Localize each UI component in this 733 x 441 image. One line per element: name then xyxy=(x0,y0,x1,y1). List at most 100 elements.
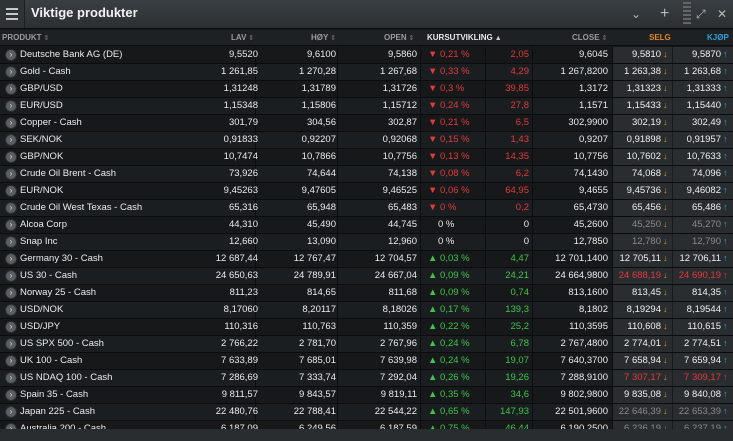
hamburger-menu-icon[interactable] xyxy=(0,0,25,28)
sell-price[interactable]: 2 774,01 xyxy=(624,338,661,349)
sell-price[interactable]: 0,91898 xyxy=(626,134,661,145)
table-row[interactable]: › Alcoa Corp 44,310 45,490 44,745 0 % 0 45,2600… xyxy=(0,217,733,234)
sell-price[interactable]: 7 658,94 xyxy=(624,355,661,366)
sell-price[interactable]: 302,19 xyxy=(631,117,661,128)
sell-price[interactable]: 9,45736 xyxy=(626,185,661,196)
buy-cell[interactable] xyxy=(673,251,733,267)
header-lav[interactable]: LAV ⇕ xyxy=(231,33,255,42)
buy-price[interactable]: 9,5870 xyxy=(691,49,721,60)
sell-price[interactable]: 12,780 xyxy=(631,236,661,247)
buy-price[interactable]: 24 690,19 xyxy=(678,270,721,281)
expand-row-icon[interactable]: › xyxy=(5,389,17,401)
buy-price[interactable]: 9,46082 xyxy=(686,185,721,196)
drag-handle-icon[interactable] xyxy=(683,2,691,26)
sell-cell[interactable] xyxy=(613,132,672,148)
table-row[interactable]: › GBP/USD 1,31248 1,31789 1,31726 ▼ 0,3 % 39,8… xyxy=(0,81,733,98)
sell-cell[interactable] xyxy=(613,200,672,216)
header-selg[interactable]: SELG xyxy=(649,33,671,42)
buy-price[interactable]: 12,790 xyxy=(691,236,721,247)
product-name[interactable]: US SPX 500 - Cash xyxy=(20,338,104,349)
product-name[interactable]: GBP/USD xyxy=(20,83,63,94)
product-name[interactable]: EUR/USD xyxy=(20,100,63,111)
product-name[interactable]: USD/JPY xyxy=(20,321,61,332)
table-row[interactable]: › Crude Oil Brent - Cash 73,926 74,644 74,13… xyxy=(0,166,733,183)
product-name[interactable]: EUR/NOK xyxy=(20,185,64,196)
sell-price[interactable]: 110,608 xyxy=(627,321,661,332)
sell-price[interactable]: 65,456 xyxy=(631,202,661,213)
buy-cell[interactable] xyxy=(673,336,733,352)
product-name[interactable]: Crude Oil West Texas - Cash xyxy=(20,202,143,213)
table-row[interactable]: › GBP/NOK 10,7474 10,7866 10,7756 ▼ 0,13 % 14,… xyxy=(0,149,733,166)
buy-cell[interactable] xyxy=(673,81,733,97)
table-row[interactable]: › USD/JPY 110,316 110,763 110,359 ▲ 0,22 % 25,… xyxy=(0,319,733,336)
buy-cell[interactable] xyxy=(673,166,733,182)
table-row[interactable]: › US 30 - Cash 24 650,63 24 789,91 24 667,04… xyxy=(0,268,733,285)
buy-cell[interactable] xyxy=(673,234,733,250)
chevron-down-icon[interactable]: ⌄ xyxy=(631,7,642,21)
product-name[interactable]: Crude Oil Brent - Cash xyxy=(20,168,117,179)
buy-price[interactable]: 302,49 xyxy=(691,117,721,128)
buy-cell[interactable] xyxy=(673,404,733,420)
expand-row-icon[interactable]: › xyxy=(5,185,17,197)
close-icon[interactable]: ✕ xyxy=(717,7,728,21)
sell-cell[interactable] xyxy=(613,149,672,165)
buy-price[interactable]: 1 263,68 xyxy=(684,66,721,77)
sell-cell[interactable] xyxy=(613,370,672,386)
expand-row-icon[interactable]: › xyxy=(5,100,17,112)
buy-cell[interactable] xyxy=(673,217,733,233)
sell-cell[interactable] xyxy=(613,336,672,352)
sell-cell[interactable] xyxy=(613,234,672,250)
sell-cell[interactable] xyxy=(613,319,672,335)
buy-cell[interactable] xyxy=(673,47,733,63)
buy-cell[interactable] xyxy=(673,285,733,301)
sell-cell[interactable] xyxy=(613,81,672,97)
buy-price[interactable]: 0,91957 xyxy=(686,134,721,145)
sell-price[interactable]: 12 705,11 xyxy=(619,253,661,264)
expand-row-icon[interactable]: › xyxy=(5,253,17,265)
table-row[interactable]: › Snap Inc 12,660 13,090 12,960 0 % 0 12,7850 12… xyxy=(0,234,733,251)
product-name[interactable]: UK 100 - Cash xyxy=(20,355,83,366)
sell-price[interactable]: 74,068 xyxy=(631,168,661,179)
sell-cell[interactable] xyxy=(613,183,672,199)
buy-price[interactable]: 6 237,19 xyxy=(674,423,721,434)
buy-cell[interactable] xyxy=(673,98,733,114)
sell-cell[interactable] xyxy=(613,115,672,131)
expand-row-icon[interactable]: › xyxy=(5,372,17,384)
header-produkt[interactable]: PRODUKT ⇕ xyxy=(2,33,50,42)
expand-icon[interactable]: ⤢ xyxy=(696,7,706,21)
sell-price[interactable]: 45,250 xyxy=(631,219,661,230)
expand-row-icon[interactable]: › xyxy=(5,355,17,367)
expand-row-icon[interactable]: › xyxy=(5,117,17,129)
buy-price[interactable]: 7 659,94 xyxy=(684,355,721,366)
product-name[interactable]: USD/NOK xyxy=(20,304,64,315)
sell-price[interactable]: 813,45 xyxy=(631,287,661,298)
product-name[interactable]: Deutsche Bank AG (DE) xyxy=(20,49,123,60)
expand-row-icon[interactable]: › xyxy=(5,304,17,316)
product-name[interactable]: Gold - Cash xyxy=(20,66,71,77)
sell-cell[interactable] xyxy=(613,302,672,318)
expand-row-icon[interactable]: › xyxy=(5,321,17,333)
product-name[interactable]: Germany 30 - Cash xyxy=(20,253,103,264)
product-name[interactable]: Copper - Cash xyxy=(20,117,82,128)
sell-cell[interactable] xyxy=(613,64,672,80)
sell-price[interactable]: 10,7602 xyxy=(626,151,661,162)
sell-cell[interactable] xyxy=(613,166,672,182)
buy-price[interactable]: 1,31333 xyxy=(686,83,721,94)
expand-row-icon[interactable]: › xyxy=(5,270,17,282)
expand-row-icon[interactable]: › xyxy=(5,202,17,214)
expand-row-icon[interactable]: › xyxy=(5,338,17,350)
buy-price[interactable]: 814,35 xyxy=(691,287,721,298)
sell-price[interactable]: 1 263,38 xyxy=(624,66,661,77)
table-row[interactable]: › EUR/NOK 9,45263 9,47605 9,46525 ▼ 0,06 % 64,… xyxy=(0,183,733,200)
sell-cell[interactable] xyxy=(613,47,672,63)
buy-cell[interactable] xyxy=(673,132,733,148)
buy-cell[interactable] xyxy=(673,183,733,199)
buy-price[interactable]: 7 309,17 xyxy=(684,372,721,383)
sell-cell[interactable] xyxy=(613,217,672,233)
sell-cell[interactable] xyxy=(613,268,672,284)
buy-price[interactable]: 65,486 xyxy=(691,202,721,213)
sell-price[interactable]: 8,19294 xyxy=(626,304,661,315)
header-kjop[interactable]: KJØP xyxy=(707,33,729,42)
expand-row-icon[interactable]: › xyxy=(5,66,17,78)
table-row[interactable]: › USD/NOK 8,17060 8,20117 8,18026 ▲ 0,17 % 139… xyxy=(0,302,733,319)
